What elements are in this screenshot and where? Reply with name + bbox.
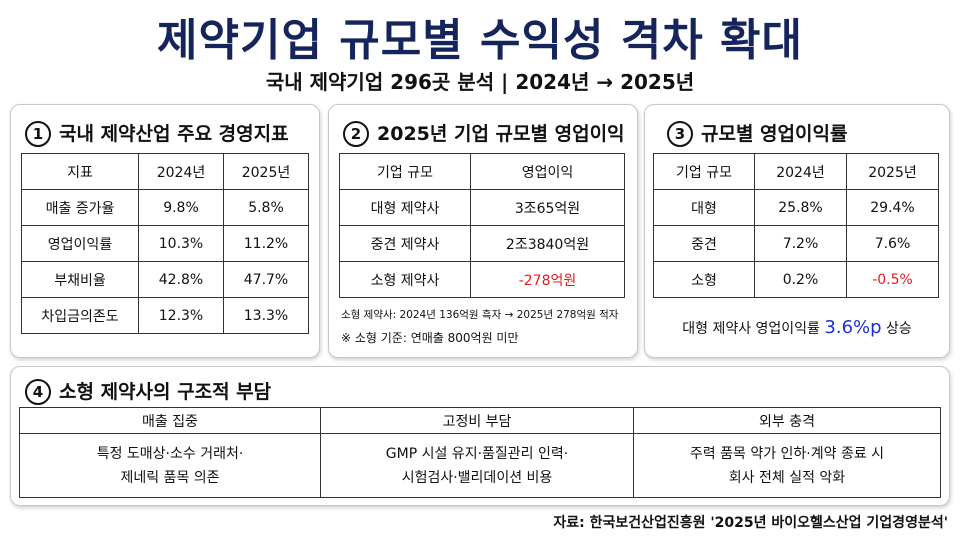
panel-title-text: 국내 제약산업 주요 경영지표 — [59, 123, 289, 145]
table-row: 부채비율 42.8% 47.7% — [21, 261, 309, 298]
table-row: 소형 제약사 -278억원 — [339, 261, 625, 298]
table-cell: 13.3% — [223, 297, 309, 334]
column-header: 2025년 — [223, 153, 309, 190]
number-badge: 1 — [25, 121, 51, 147]
table-row: 중견 7.2% 7.6% — [653, 225, 939, 262]
table-cell: 영업이익률 — [21, 225, 139, 262]
table-cell: 42.8% — [138, 261, 224, 298]
column-header: 매출 집중 — [19, 407, 321, 434]
panel-title-text: 2025년 기업 규모별 영업이익 — [377, 123, 625, 145]
panel-structural-burden: 4 소형 제약사의 구조적 부담 매출 집중 고정비 부담 외부 충격 특정 도매… — [10, 366, 950, 506]
column-header: 2024년 — [138, 153, 224, 190]
page-title: 제약기업 규모별 수익성 격차 확대 — [157, 15, 803, 66]
table-cell: 중견 제약사 — [339, 225, 471, 262]
column-header: 기업 규모 — [653, 153, 755, 190]
summary-prefix: 대형 제약사 영업이익률 — [682, 321, 825, 337]
number-badge: 2 — [343, 121, 369, 147]
operating-margin-table: 기업 규모 2024년 2025년 대형 25.8% 29.4% 중견 7.2%… — [653, 153, 939, 298]
column-header: 지표 — [21, 153, 139, 190]
table-cell: 29.4% — [846, 189, 939, 226]
panel-title-text: 규모별 영업이익률 — [701, 123, 848, 145]
table-row: 매출 증가율 9.8% 5.8% — [21, 189, 309, 226]
table-cell: 47.7% — [223, 261, 309, 298]
operating-profit-table: 기업 규모 영업이익 대형 제약사 3조65억원 중견 제약사 2조3840억원… — [339, 153, 625, 298]
table-cell-negative: -278억원 — [470, 261, 625, 298]
table-cell: 25.8% — [754, 189, 847, 226]
table-cell: 7.6% — [846, 225, 939, 262]
table-row: 특정 도매상·소수 거래처· 제네릭 품목 의존 GMP 시설 유지·품질관리 … — [19, 433, 941, 498]
table-cell: 7.2% — [754, 225, 847, 262]
cell-line: 주력 품목 약가 인하·계약 종료 시 — [689, 445, 885, 462]
table-cell: 대형 제약사 — [339, 189, 471, 226]
table-row: 차입금의존도 12.3% 13.3% — [21, 297, 309, 334]
summary-suffix: 상승 — [881, 321, 912, 337]
table-cell: 0.2% — [754, 261, 847, 298]
table-cell: 특정 도매상·소수 거래처· 제네릭 품목 의존 — [19, 433, 321, 498]
table-cell: 소형 제약사 — [339, 261, 471, 298]
panel-operating-profit: 2 2025년 기업 규모별 영업이익 기업 규모 영업이익 대형 제약사 3조6… — [328, 104, 638, 358]
note-small-criteria: ※ 소형 기준: 연매출 800억원 미만 — [341, 331, 519, 345]
column-header: 2025년 — [846, 153, 939, 190]
table-cell: 3조65억원 — [470, 189, 625, 226]
number-badge: 3 — [667, 121, 693, 147]
source-citation: 자료: 한국보건산업진흥원 '2025년 바이오헬스산업 기업경영분석' — [553, 515, 948, 531]
panel-title: 3 규모별 영업이익률 — [667, 119, 847, 147]
table-cell: 11.2% — [223, 225, 309, 262]
panel-title-text: 소형 제약사의 구조적 부담 — [59, 381, 272, 403]
column-header: 외부 충격 — [633, 407, 941, 434]
table-cell: 5.8% — [223, 189, 309, 226]
cell-line: GMP 시설 유지·품질관리 인력· — [385, 445, 569, 462]
table-cell: 소형 — [653, 261, 755, 298]
summary-value: 3.6%p — [824, 317, 882, 338]
table-cell: 부채비율 — [21, 261, 139, 298]
table-cell: 차입금의존도 — [21, 297, 139, 334]
table-cell: 중견 — [653, 225, 755, 262]
table-row: 소형 0.2% -0.5% — [653, 261, 939, 298]
table-cell: 대형 — [653, 189, 755, 226]
margin-summary: 대형 제약사 영업이익률 3.6%p 상승 — [645, 317, 949, 338]
panel-title: 4 소형 제약사의 구조적 부담 — [25, 377, 271, 405]
table-row: 중견 제약사 2조3840억원 — [339, 225, 625, 262]
table-cell: 12.3% — [138, 297, 224, 334]
cell-line: 특정 도매상·소수 거래처· — [96, 445, 244, 462]
column-header: 2024년 — [754, 153, 847, 190]
table-cell: 9.8% — [138, 189, 224, 226]
cell-line: 시험검사·밸리데이션 비용 — [401, 469, 553, 486]
cell-line: 제네릭 품목 의존 — [120, 469, 220, 486]
column-header: 기업 규모 — [339, 153, 471, 190]
table-cell: 2조3840억원 — [470, 225, 625, 262]
table-cell: 10.3% — [138, 225, 224, 262]
number-badge: 4 — [25, 379, 51, 405]
column-header: 영업이익 — [470, 153, 625, 190]
table-cell: GMP 시설 유지·품질관리 인력· 시험검사·밸리데이션 비용 — [320, 433, 634, 498]
page-subtitle: 국내 제약기업 296곳 분석 | 2024년 → 2025년 — [265, 70, 695, 94]
cell-line: 회사 전체 실적 악화 — [728, 469, 846, 486]
table-row: 대형 제약사 3조65억원 — [339, 189, 625, 226]
panel-key-indicators: 1 국내 제약산업 주요 경영지표 지표 2024년 2025년 매출 증가율 9… — [10, 104, 320, 358]
column-header: 고정비 부담 — [320, 407, 634, 434]
table-cell: 주력 품목 약가 인하·계약 종료 시 회사 전체 실적 악화 — [633, 433, 941, 498]
table-row: 영업이익률 10.3% 11.2% — [21, 225, 309, 262]
key-indicators-table: 지표 2024년 2025년 매출 증가율 9.8% 5.8% 영업이익률 10… — [21, 153, 309, 334]
structural-burden-table: 매출 집중 고정비 부담 외부 충격 특정 도매상·소수 거래처· 제네릭 품목… — [19, 407, 941, 498]
panel-operating-margin: 3 규모별 영업이익률 기업 규모 2024년 2025년 대형 25.8% 29… — [644, 104, 950, 358]
note-small-company: 소형 제약사: 2024년 136억원 흑자 → 2025년 278억원 적자 — [341, 309, 619, 321]
table-row: 대형 25.8% 29.4% — [653, 189, 939, 226]
table-cell-negative: -0.5% — [846, 261, 939, 298]
panel-title: 2 2025년 기업 규모별 영업이익 — [343, 119, 625, 147]
panel-title: 1 국내 제약산업 주요 경영지표 — [25, 119, 289, 147]
table-cell: 매출 증가율 — [21, 189, 139, 226]
